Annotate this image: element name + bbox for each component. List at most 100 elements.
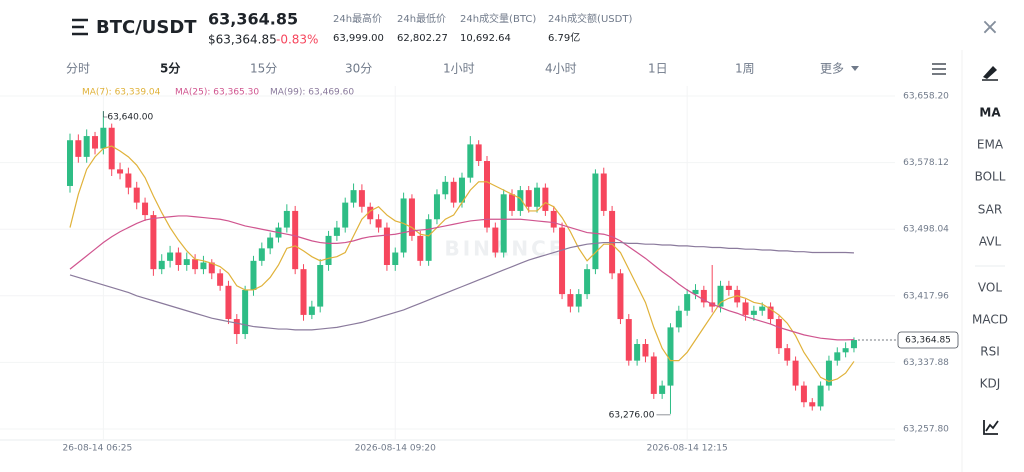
- candle-body: [467, 144, 474, 178]
- last-price-label: 63,364.85: [905, 335, 951, 345]
- interval-tab[interactable]: 1小时: [443, 62, 475, 76]
- candle-body: [750, 310, 757, 315]
- indicator-tab[interactable]: RSI: [980, 345, 1000, 359]
- candle-body: [817, 385, 824, 407]
- candle-body: [825, 360, 832, 386]
- candle-body: [358, 190, 365, 207]
- legend-entry: MA(25): 63,365.30: [175, 88, 259, 98]
- candle-body: [792, 360, 799, 386]
- x-tick-label: 2026-08-14 12:15: [647, 444, 728, 454]
- interval-tab[interactable]: 1日: [648, 62, 668, 76]
- candle-body: [484, 161, 490, 228]
- settings-icon[interactable]: [932, 63, 946, 75]
- candle-body: [67, 140, 73, 186]
- candle-body: [559, 227, 566, 295]
- candle-body: [258, 248, 265, 261]
- candle-body: [92, 136, 99, 149]
- candle-body: [392, 252, 399, 265]
- indicator-tab[interactable]: SAR: [978, 203, 1002, 217]
- indicator-tab[interactable]: EMA: [977, 138, 1004, 152]
- candle-body: [775, 319, 782, 349]
- y-tick-label: 63,498.04: [903, 225, 949, 235]
- candle-body: [809, 402, 816, 407]
- candle-body: [584, 269, 591, 295]
- close-button[interactable]: ×: [981, 15, 999, 40]
- candle-body: [267, 237, 274, 249]
- candle-body: [567, 294, 574, 307]
- chart-icon[interactable]: [983, 420, 999, 435]
- candle-body: [375, 219, 382, 228]
- candle-body: [283, 210, 290, 228]
- candle-body: [192, 259, 199, 270]
- indicator-tab[interactable]: MA: [979, 106, 1001, 120]
- candle-body: [242, 289, 249, 335]
- candle-body: [292, 210, 299, 270]
- ma-line: [69, 215, 854, 341]
- stat-value: 62,802.27: [397, 33, 448, 44]
- candle-body: [133, 187, 140, 203]
- candle-body: [208, 262, 215, 274]
- candle-body: [383, 227, 390, 265]
- candle-body: [759, 306, 766, 311]
- candle-body: [617, 273, 624, 320]
- interval-tab[interactable]: 5分: [160, 61, 180, 76]
- candle-body: [350, 190, 357, 203]
- x-tick-label: 2026-08-14 09:20: [355, 444, 436, 454]
- candle-body: [767, 306, 774, 320]
- y-tick-label: 63,337.88: [903, 358, 949, 368]
- indicator-tab[interactable]: MACD: [972, 313, 1008, 327]
- candle-body: [625, 319, 632, 361]
- candle-body: [175, 252, 182, 265]
- interval-tab[interactable]: 1周: [735, 62, 755, 76]
- candle-body: [834, 352, 841, 361]
- indicator-tab[interactable]: AVL: [979, 235, 1002, 249]
- high-label: 63,640.00: [107, 113, 153, 123]
- candle-body: [325, 235, 332, 265]
- candle-body: [250, 260, 257, 290]
- candle-body: [675, 310, 682, 328]
- candle-body: [117, 169, 124, 174]
- interval-tab[interactable]: 30分: [345, 62, 372, 76]
- indicator-tab[interactable]: VOL: [978, 281, 1002, 295]
- candle-body: [367, 206, 374, 220]
- candle-body: [308, 306, 315, 315]
- candle-body: [425, 219, 432, 261]
- y-tick-label: 63,578.12: [903, 158, 949, 168]
- interval-tab[interactable]: 15分: [250, 62, 277, 76]
- candle-body: [542, 187, 549, 211]
- price-usd: $63,364.85: [208, 33, 277, 47]
- low-label: 63,276.00: [609, 410, 655, 420]
- candle-body: [600, 173, 607, 211]
- candle-body: [525, 190, 532, 207]
- candle-body: [634, 344, 641, 361]
- candle-body: [550, 210, 557, 228]
- candle-body: [692, 289, 699, 295]
- stat-label: 24h最高价: [333, 12, 382, 25]
- last-price-box: [897, 331, 959, 349]
- interval-tab[interactable]: 分时: [66, 62, 90, 76]
- candle-body: [233, 319, 240, 335]
- indicator-tab[interactable]: KDJ: [980, 377, 1001, 391]
- candle-body: [800, 385, 807, 403]
- candle-body: [534, 187, 541, 207]
- candle-body: [83, 136, 90, 157]
- candle-body: [333, 227, 340, 236]
- interval-tab[interactable]: 4小时: [545, 62, 577, 76]
- interval-tab[interactable]: 更多: [820, 62, 844, 76]
- candle-body: [225, 285, 232, 320]
- candle-body: [200, 262, 207, 270]
- candle-body: [850, 339, 857, 349]
- draw-icon[interactable]: [982, 66, 998, 81]
- ma-line: [69, 145, 855, 383]
- candle-body: [492, 227, 499, 253]
- candle-body: [725, 285, 732, 290]
- candle-body: [400, 198, 407, 253]
- candle-body: [700, 289, 707, 303]
- candle-body: [742, 302, 749, 315]
- indicator-tab[interactable]: BOLL: [975, 170, 1006, 184]
- y-tick-label: 63,417.96: [903, 291, 949, 301]
- candle-body: [475, 144, 482, 162]
- stat-value: 63,999.00: [333, 33, 384, 44]
